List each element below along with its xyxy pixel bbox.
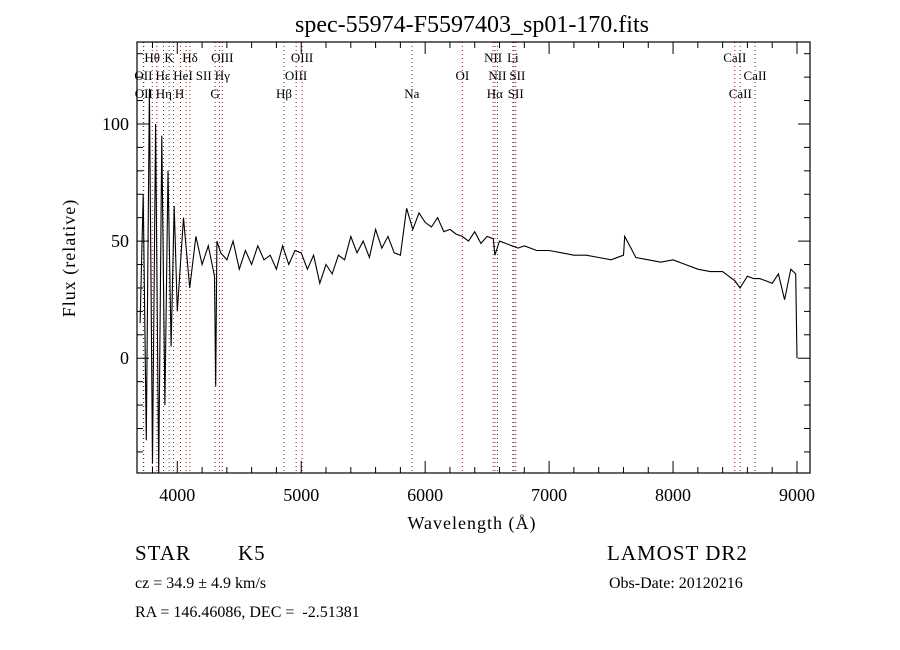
marker-label: Hθ [144, 50, 160, 65]
marker-label: CaII [744, 68, 767, 83]
marker-label: NII [488, 68, 506, 83]
marker-label: HeI [173, 68, 193, 83]
x-axis-label: Wavelength (Å) [407, 513, 536, 534]
y-tick-label: 100 [102, 114, 129, 134]
series-layer [139, 88, 798, 473]
marker-label: OI [456, 68, 470, 83]
x-tick-label: 5000 [283, 485, 319, 505]
marker-label: SII [509, 68, 525, 83]
marker-label: Hβ [276, 86, 292, 101]
x-tick-label: 9000 [779, 485, 815, 505]
x-tick-label: 7000 [531, 485, 567, 505]
redshift-cz: cz = 34.9 ± 4.9 km/s [135, 575, 267, 592]
marker-label: OII [135, 86, 153, 101]
x-tick-label: 4000 [159, 485, 195, 505]
survey-name: LAMOST DR2 [607, 541, 748, 565]
marker-label: CaII [729, 86, 752, 101]
object-class: STAR [135, 541, 191, 565]
marker-label: CaII [723, 50, 746, 65]
series-line-flux [139, 88, 798, 473]
marker-label: OIII [211, 50, 233, 65]
marker-label: OII [134, 68, 152, 83]
marker-label: Hη [156, 86, 172, 101]
axes: 4000 5000 6000 7000 8000 9000 0 50 100 [102, 42, 815, 505]
plot-frame [136, 41, 811, 474]
marker-label: SII [508, 86, 524, 101]
marker-label: NII [484, 50, 502, 65]
marker-label: OIII [285, 68, 307, 83]
y-tick-label: 50 [111, 231, 129, 251]
marker-label: Hε [156, 68, 171, 83]
marker-label: H [175, 86, 184, 101]
marker-label: Hγ [215, 68, 230, 83]
marker-lines [142, 42, 756, 473]
obs-date: Obs-Date: 20120216 [609, 575, 743, 592]
marker-label: Li [507, 50, 519, 65]
y-axis-label: Flux (relative) [59, 199, 80, 317]
marker-label: Hα [487, 86, 503, 101]
marker-label: K [164, 50, 174, 65]
marker-label: OIII [291, 50, 313, 65]
chart-title: spec-55974-F5597403_sp01-170.fits [295, 12, 649, 38]
coordinates: RA = 146.46086, DEC = -2.51381 [135, 604, 360, 621]
marker-label: G [210, 86, 219, 101]
marker-label: Hδ [182, 50, 198, 65]
x-tick-label: 8000 [655, 485, 691, 505]
y-tick-label: 0 [120, 348, 129, 368]
marker-label: SII [196, 68, 212, 83]
marker-label: Na [404, 86, 419, 101]
x-tick-label: 6000 [407, 485, 443, 505]
subclass: K5 [238, 541, 266, 565]
